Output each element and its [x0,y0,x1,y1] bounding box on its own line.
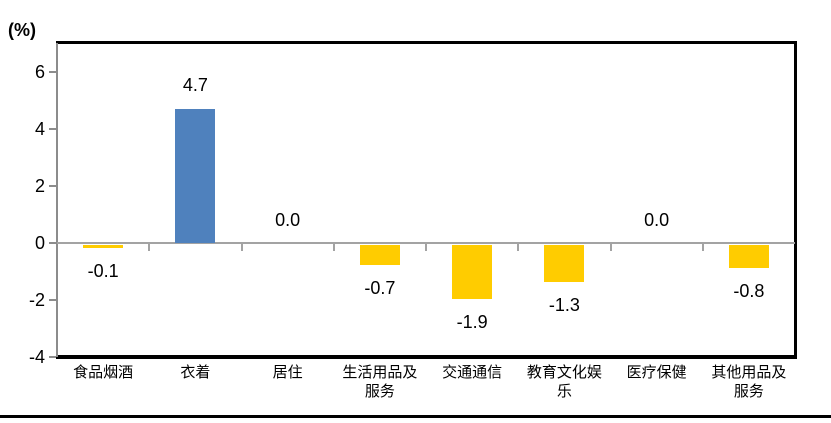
bar-2 [175,108,216,243]
bar-1 [83,244,124,248]
y-axis-tick-mark [49,356,56,358]
data-label-3: 0.0 [275,209,301,230]
data-label-7: 0.0 [644,209,670,230]
x-axis-tick-mark [332,242,335,251]
y-axis-tick-mark [49,241,56,244]
bar-6 [544,244,585,282]
y-axis-tick-label: -4 [28,347,45,367]
plot-top-border [56,41,797,44]
y-axis-tick-mark [49,184,56,187]
x-axis-category-label-5: 交通通信 [442,365,503,381]
data-label-6: -1.3 [548,294,580,315]
data-label-2: 4.7 [182,74,208,95]
y-axis-tick-label: 0 [34,232,45,253]
y-axis-tick-mark [49,70,56,73]
x-axis-category-label-8: 其他用品及 服务 [711,365,787,400]
plot-bottom-border [56,355,797,359]
y-axis-tick-label: 4 [34,118,45,139]
bar-8 [728,244,769,268]
data-label-8: -0.8 [733,280,765,301]
x-axis-category-label-6: 教育文化娱乐 [526,365,602,400]
x-axis-tick-mark [148,242,151,251]
document-bottom-rule [0,415,831,418]
bar-5 [452,244,493,300]
x-axis-tick-mark [609,242,612,251]
data-label-5: -1.9 [456,312,488,333]
y-axis-tick-mark [49,298,56,301]
x-axis-category-label-7: 医疗保健 [626,365,687,381]
y-axis-line [56,43,58,357]
data-label-1: -0.1 [87,260,119,281]
x-axis-category-label-3: 居住 [272,365,303,381]
x-axis-tick-mark [240,242,243,251]
y-axis-tick-label: 2 [34,175,45,196]
x-axis-tick-mark [517,242,520,251]
x-axis-category-label-2: 衣着 [180,365,211,381]
plot-right-border [794,41,797,358]
x-axis-tick-mark [701,242,704,251]
bar-4 [359,244,400,265]
x-axis-category-label-4: 生活用品及 服务 [342,365,418,400]
x-axis-category-label-1: 食品烟酒 [73,365,134,381]
y-axis-tick-label: -2 [28,289,45,310]
data-label-4: -0.7 [364,277,396,298]
y-axis-tick-mark [49,127,56,130]
y-axis-unit-label: (%) [8,20,36,40]
y-axis-tick-label: 6 [34,61,45,82]
x-axis-tick-mark [425,242,427,251]
